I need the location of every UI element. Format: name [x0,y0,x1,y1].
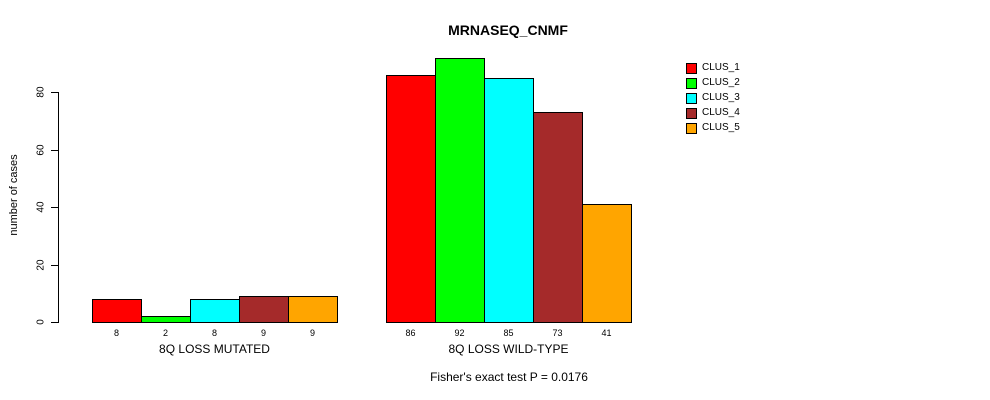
legend-label: CLUS_1 [702,62,740,73]
y-tick-mark [51,207,58,208]
y-tick-label: 20 [35,258,47,271]
legend-label: CLUS_4 [702,107,740,118]
legend-swatch [686,123,697,134]
y-tick-mark [51,149,58,151]
bar [141,316,191,323]
y-tick-mark [51,264,58,266]
y-tick-label: 80 [35,86,47,98]
y-tick-label: 60 [35,143,47,156]
bar [435,57,485,323]
bar [190,299,240,323]
bar [386,74,436,323]
bar-value-label: 41 [601,328,612,338]
bar-value-label: 92 [454,328,465,338]
chart-title: MRNASEQ_CNMF [448,22,568,38]
y-tick-mark [51,322,58,323]
y-axis-label: number of cases [8,154,20,236]
group-label: 8Q LOSS MUTATED [159,342,270,356]
y-tick-mark [51,92,58,93]
bar [239,296,289,323]
bar-value-label: 9 [309,328,315,338]
bar-value-label: 73 [552,328,563,338]
bar-value-label: 8 [211,328,217,338]
bar-value-label: 8 [113,328,119,338]
legend-swatch [686,63,697,74]
bar [484,77,534,323]
bar [92,299,142,323]
bar [288,296,338,323]
bar [533,112,583,323]
y-tick-label: 40 [35,201,47,213]
legend-swatch [686,93,697,104]
legend-label: CLUS_3 [702,92,740,103]
pvalue-annotation: Fisher's exact test P = 0.0176 [430,370,588,384]
legend-swatch [686,108,697,119]
y-tick-label: 0 [35,319,47,325]
bar-value-label: 86 [405,328,416,338]
legend-label: CLUS_2 [702,77,740,88]
bar-value-label: 2 [162,328,168,338]
bar-value-label: 9 [260,328,266,338]
legend-swatch [686,78,697,89]
y-axis-line [58,92,59,323]
bar [582,204,632,323]
legend-label: CLUS_5 [702,122,740,133]
group-label: 8Q LOSS WILD-TYPE [448,342,569,356]
bar-value-label: 85 [503,328,514,338]
